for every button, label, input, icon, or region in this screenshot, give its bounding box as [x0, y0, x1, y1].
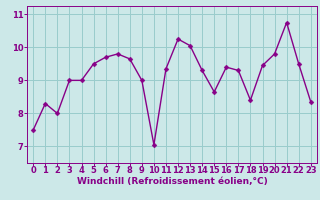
- X-axis label: Windchill (Refroidissement éolien,°C): Windchill (Refroidissement éolien,°C): [76, 177, 268, 186]
